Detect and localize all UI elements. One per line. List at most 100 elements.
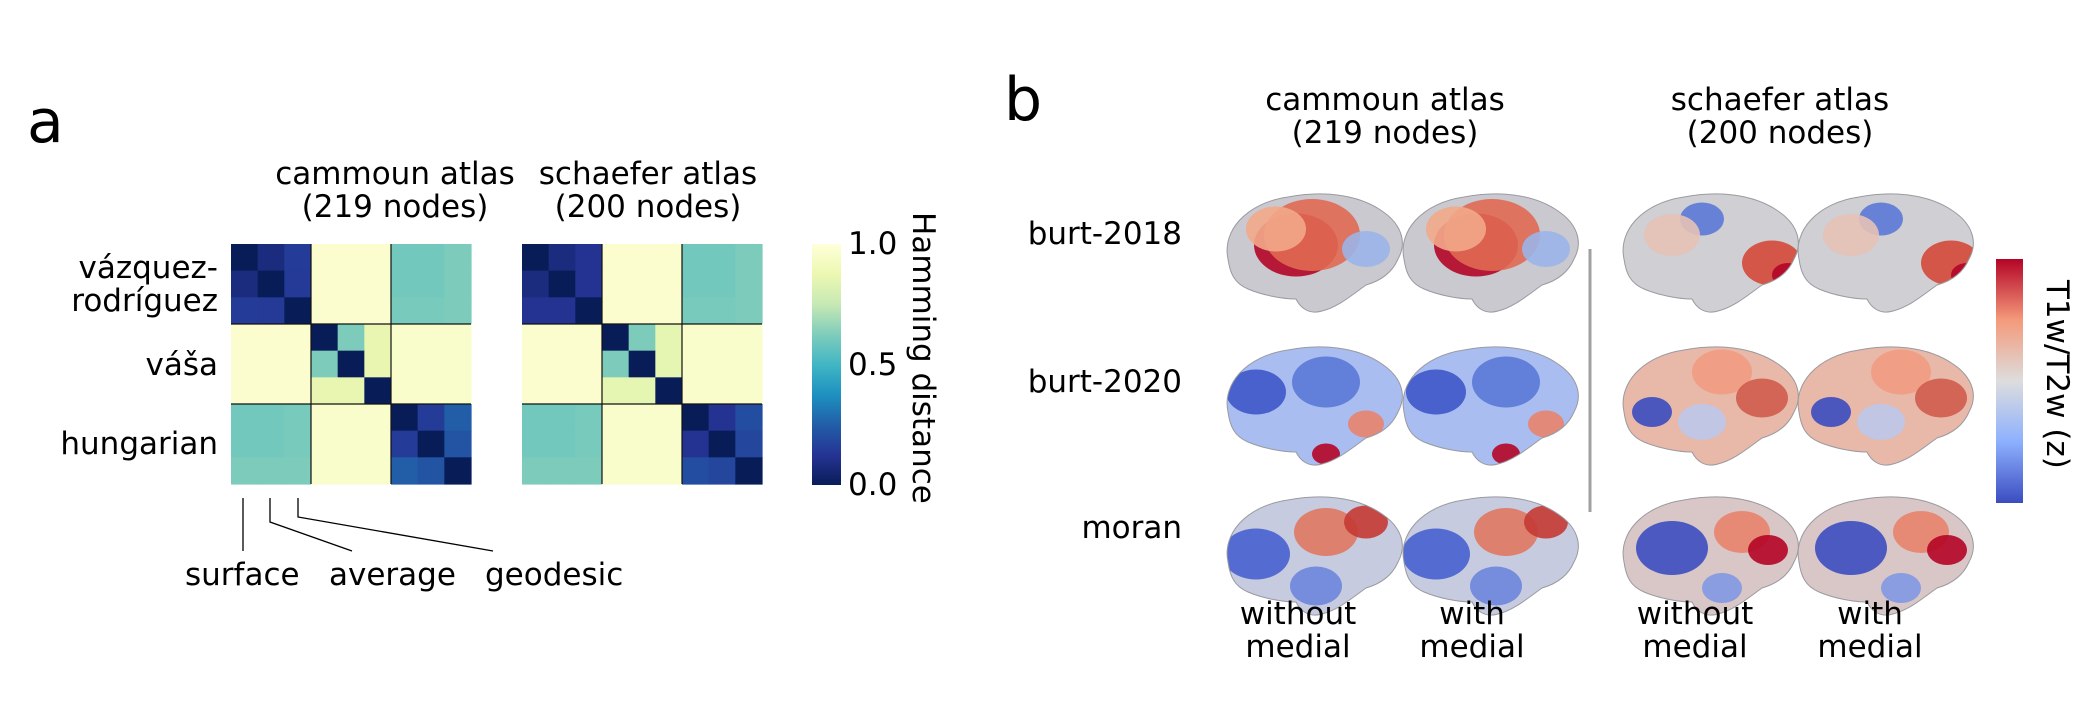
heatmap-cell	[735, 457, 763, 485]
heatmap-cell	[337, 244, 365, 272]
heatmap-cell	[682, 324, 710, 352]
t1w-t2w-colorbar	[1996, 259, 2023, 503]
row-label-burt-2020: burt-2020	[1027, 364, 1182, 400]
heatmap-cell	[337, 430, 365, 458]
heatmap-cell	[575, 377, 603, 405]
heatmap-cell	[444, 457, 472, 485]
heatmap-cell	[708, 404, 736, 432]
brain-surface	[1797, 193, 1974, 313]
heatmap-cell	[602, 457, 630, 485]
heatmap-cell	[284, 457, 312, 485]
col-label-line1: with	[1439, 596, 1505, 632]
col-label-line1: with	[1837, 596, 1903, 632]
heatmap-cell	[231, 457, 259, 485]
heatmap-cell	[257, 377, 285, 405]
heatmap-cell	[522, 430, 550, 458]
heatmap-cell	[602, 270, 630, 298]
heatmap-cell	[311, 457, 339, 485]
heatmap-cell	[708, 244, 736, 272]
heatmap-cell	[522, 297, 550, 325]
heatmap-cell	[364, 404, 392, 432]
atlas-title-line2: (200 nodes)	[1686, 115, 1874, 151]
heatmap-cell	[522, 350, 550, 378]
heatmap-cell	[548, 350, 576, 378]
heatmap-cell	[311, 244, 339, 272]
col-label-line2: medial	[1817, 629, 1923, 665]
heatmap-cell	[628, 324, 656, 352]
heatmap-cell	[575, 350, 603, 378]
heatmap-cell	[575, 457, 603, 485]
heatmap-cell	[311, 377, 339, 405]
heatmap-cell	[602, 404, 630, 432]
heatmap-cell	[311, 297, 339, 325]
heatmap-cell	[391, 430, 419, 458]
heatmap-cell	[628, 457, 656, 485]
heatmap-cell	[311, 350, 339, 378]
atlas-title-line2: (219 nodes)	[1291, 115, 1479, 151]
brain-surface	[1622, 346, 1799, 466]
heatmap-cell	[682, 457, 710, 485]
row-label-hungarian: hungarian	[60, 426, 218, 462]
heatmap-cell	[284, 297, 312, 325]
heatmap-cell	[628, 244, 656, 272]
heatmap-cell	[548, 297, 576, 325]
heatmap-cell	[284, 350, 312, 378]
leader-line-geodesic	[297, 498, 494, 552]
heatmap-cell	[682, 430, 710, 458]
colorbar-tick-1: 1.0	[848, 226, 898, 262]
heatmap-cell	[708, 350, 736, 378]
col-label-line1: without	[1239, 596, 1357, 632]
heatmap-cell	[231, 377, 259, 405]
heatmap-cell	[337, 350, 365, 378]
heatmap-cammoun	[231, 244, 472, 485]
heatmap-cell	[522, 270, 550, 298]
heatmap-cell	[682, 377, 710, 405]
heatmap-cell	[337, 324, 365, 352]
heatmap-cell	[364, 324, 392, 352]
brain-surface	[1622, 496, 1799, 616]
heatmap-cell	[444, 350, 472, 378]
heatmap-cell	[417, 324, 445, 352]
heatmap-cell	[417, 350, 445, 378]
heatmap-cell	[735, 324, 763, 352]
heatmap-cell	[735, 377, 763, 405]
brain-surface	[1622, 193, 1799, 313]
atlas-title-cammoun: cammoun atlas (219 nodes)	[230, 158, 560, 224]
heatmap-cell	[444, 404, 472, 432]
colorbar-tick-05: 0.5	[848, 347, 898, 383]
brain-surface	[1402, 346, 1579, 466]
method-label-geodesic: geodesic	[485, 557, 624, 593]
row-label-moran: moran	[1081, 510, 1182, 546]
heatmap-cell	[257, 297, 285, 325]
heatmap-cell	[575, 244, 603, 272]
heatmap-cell	[337, 377, 365, 405]
heatmap-cell	[417, 430, 445, 458]
heatmap-cell	[364, 457, 392, 485]
heatmap-cell	[284, 270, 312, 298]
brain-surface	[1226, 346, 1403, 466]
heatmap-cell	[364, 377, 392, 405]
heatmap-cell	[708, 270, 736, 298]
brain-surface	[1402, 496, 1579, 616]
colorbar-tick-0: 0.0	[848, 467, 898, 503]
heatmap-cell	[735, 297, 763, 325]
heatmap-cell	[444, 270, 472, 298]
heatmap-cell	[231, 350, 259, 378]
heatmap-cell	[602, 430, 630, 458]
heatmap-cell	[522, 324, 550, 352]
atlas-title-line2: (219 nodes)	[301, 189, 489, 225]
heatmap-cell	[682, 350, 710, 378]
heatmap-cell	[284, 244, 312, 272]
heatmap-cell	[311, 324, 339, 352]
heatmap-cell	[575, 324, 603, 352]
brain-surface	[1226, 193, 1403, 313]
heatmap-cell	[391, 350, 419, 378]
heatmap-cell	[708, 457, 736, 485]
panel-letter-b: b	[1004, 65, 1043, 135]
heatmap-cell	[417, 377, 445, 405]
heatmap-cell	[257, 350, 285, 378]
heatmap-cell	[417, 244, 445, 272]
heatmap-cell	[444, 430, 472, 458]
heatmap-cell	[548, 457, 576, 485]
